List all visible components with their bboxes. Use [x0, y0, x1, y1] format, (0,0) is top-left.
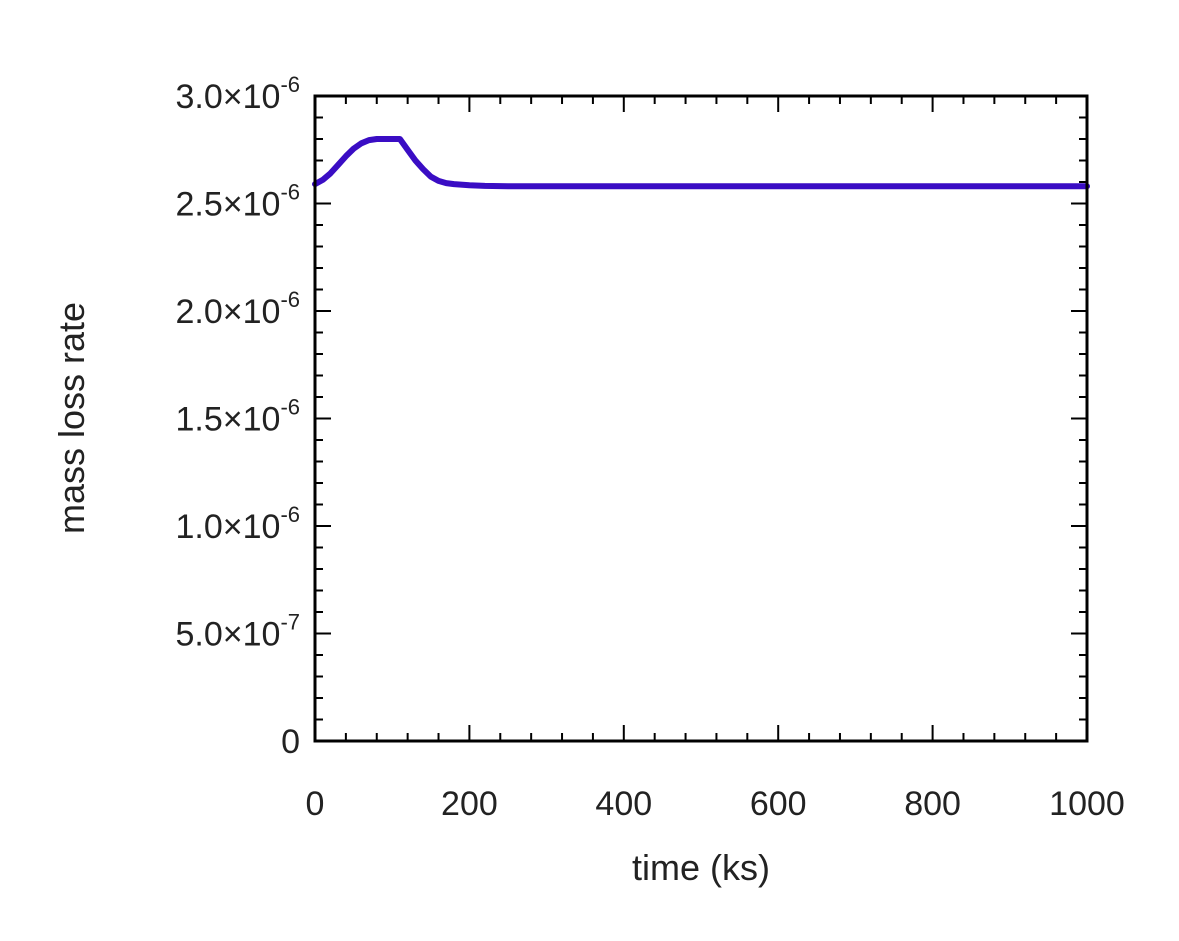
plot-frame	[313, 94, 1089, 743]
y-tick-label: 1.0×10-6	[175, 502, 300, 546]
y-tick-label: 5.0×10-7	[175, 610, 300, 654]
x-tick-label: 0	[306, 785, 325, 823]
x-tick-label: 400	[595, 785, 652, 823]
x-tick-labels: 0 200 400 600 800 1000	[306, 785, 1125, 823]
y-tick-label: 3.0×10-6	[175, 72, 300, 116]
y-tick-labels: 0 5.0×10-7 1.0×10-6 1.5×10-6 2.0×10-6 2.5×10-…	[175, 72, 300, 761]
y-axis-label: mass loss rate	[51, 302, 92, 534]
series-line	[312, 136, 1090, 190]
x-axis-label: time (ks)	[632, 847, 770, 888]
x-tick-label: 600	[750, 785, 807, 823]
y-tick-label: 1.5×10-6	[175, 395, 300, 439]
tick-marks	[314, 95, 1088, 742]
series-lines	[312, 136, 1090, 190]
y-tick-label: 2.0×10-6	[175, 287, 300, 331]
x-tick-label: 200	[441, 785, 498, 823]
x-tick-label: 800	[904, 785, 961, 823]
x-tick-label: 1000	[1049, 785, 1125, 823]
y-tick-label: 0	[281, 723, 300, 761]
y-tick-label: 2.5×10-6	[175, 180, 300, 224]
